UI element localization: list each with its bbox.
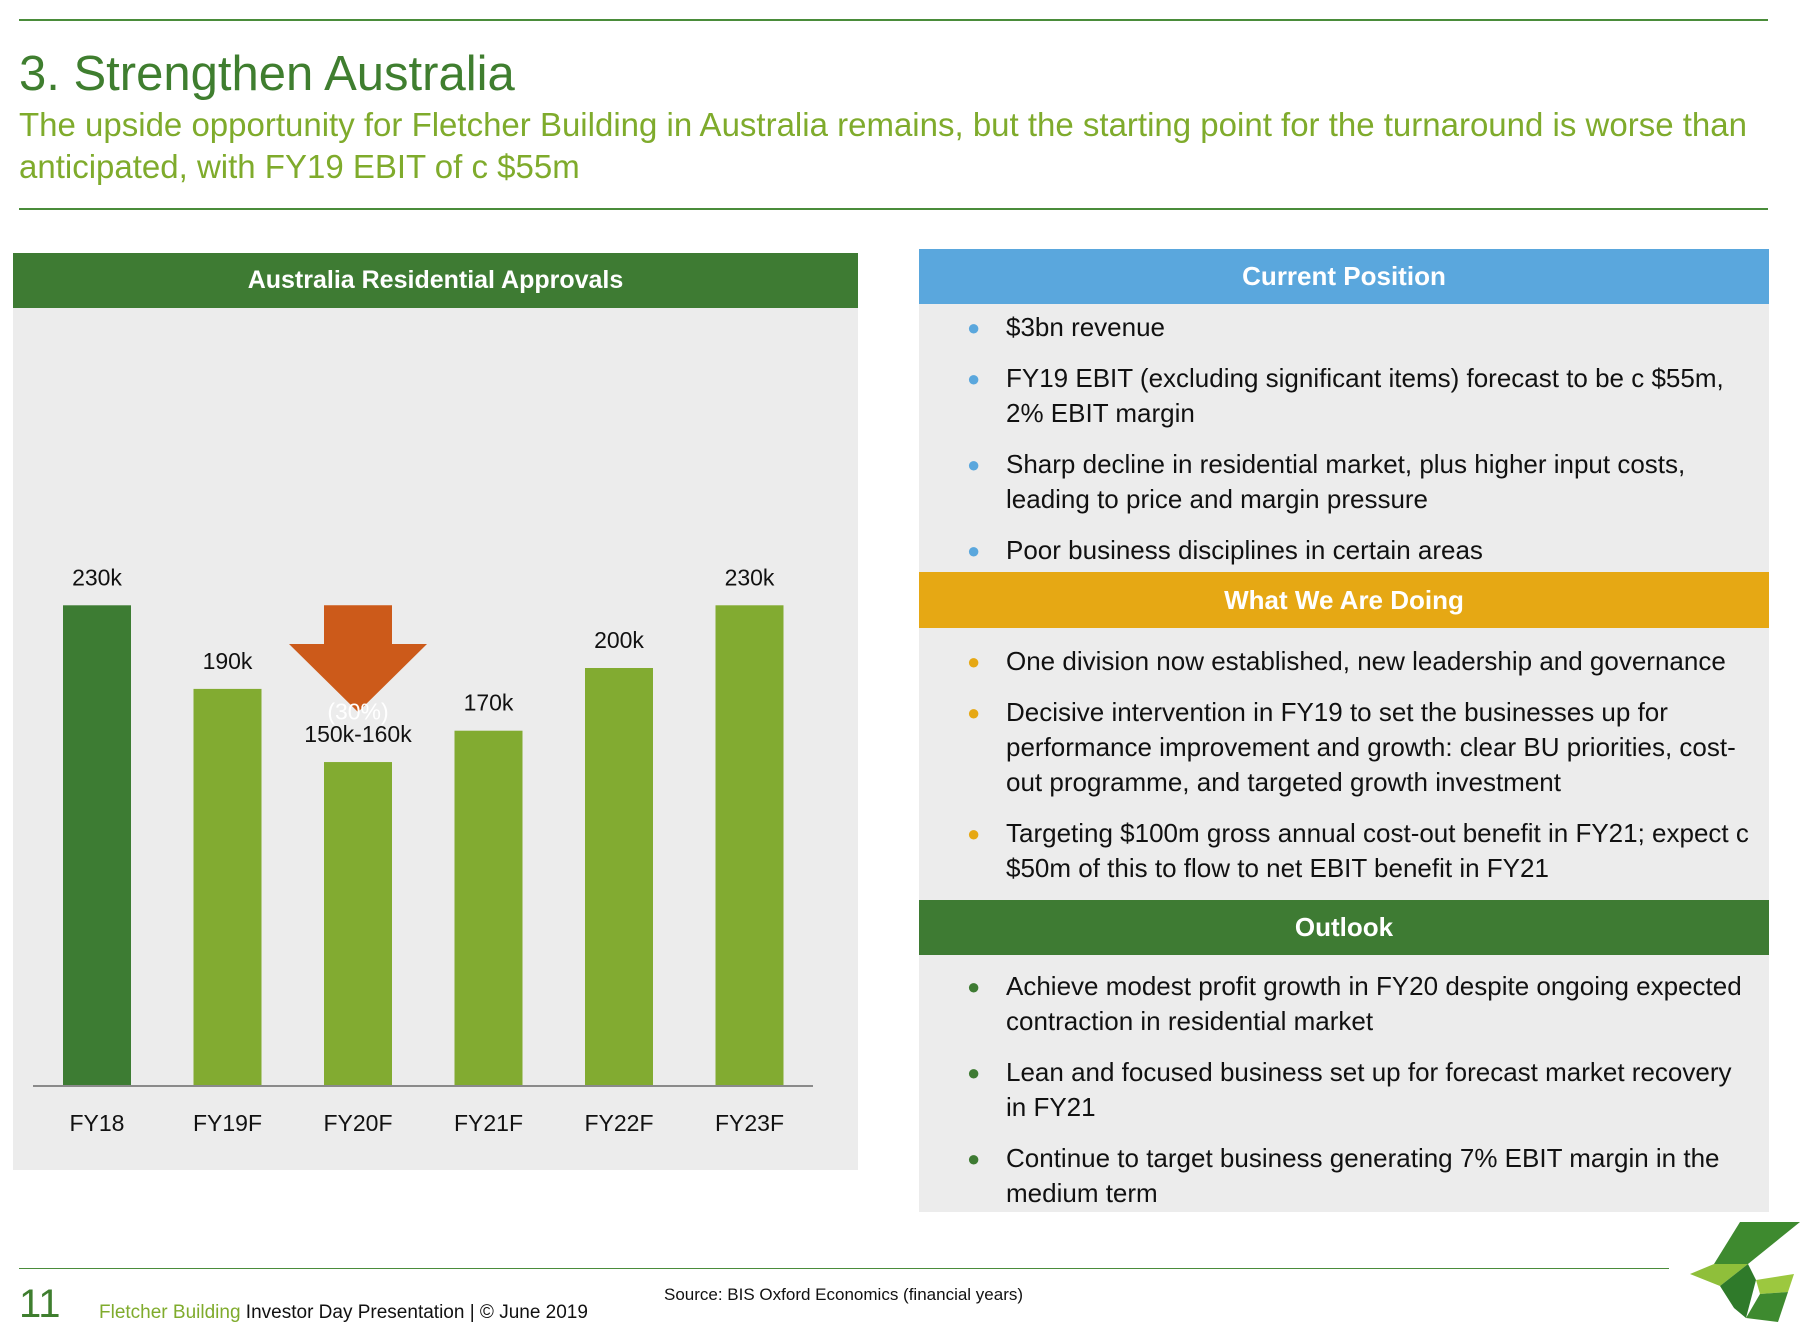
- category-label-fy19f: FY19F: [193, 1110, 262, 1136]
- bar-fy21f: [454, 730, 523, 1086]
- list-item: ● FY19 EBIT (excluding significant items)…: [967, 363, 1724, 428]
- data-label-fy19f: 190k: [203, 648, 253, 674]
- footer-presentation: Investor Day Presentation | © June 2019: [240, 1302, 588, 1323]
- data-label-fy20f: 150k-160k: [304, 721, 412, 747]
- current-position-body: ● $3bn revenue ● FY19 EBIT (excluding sign…: [919, 304, 1769, 572]
- current-position-header: Current Position: [919, 249, 1769, 304]
- page-title: 3. Strengthen Australia: [19, 47, 515, 101]
- decline-arrow-icon: [289, 605, 427, 713]
- category-label-fy20f: FY20F: [323, 1110, 392, 1136]
- page-subtitle: The upside opportunity for Fletcher Buil…: [19, 106, 1747, 185]
- list-item: ● Continue to target business generating …: [967, 1143, 1720, 1208]
- bullet-icon: ●: [967, 452, 981, 477]
- chart-panel: Australia Residential Approvals 230k FY18…: [13, 253, 858, 1170]
- decline-annotation-label: (30%): [327, 698, 388, 724]
- footer-text: Fletcher Building Investor Day Presentat…: [99, 1301, 588, 1325]
- list-item: ● Decisive intervention in FY19 to set th…: [967, 697, 1736, 797]
- bar-chart: 230k FY18 190k FY19F 150k-160k FY20F 170k FY21F…: [33, 564, 813, 1136]
- list-item: ● Achieve modest profit growth in FY20 de…: [967, 971, 1742, 1036]
- data-label-fy18: 230k: [72, 564, 122, 590]
- list-item: ● $3bn revenue: [919, 310, 1769, 345]
- data-label-fy23f: 230k: [725, 564, 775, 590]
- bullet-icon: ●: [967, 974, 981, 999]
- what-we-are-doing-list: ● One division now established, new leade…: [919, 644, 1769, 886]
- footer-rule: [19, 1268, 1669, 1269]
- bullet-icon: ●: [967, 366, 981, 391]
- bullet-icon: ●: [967, 700, 981, 725]
- bar-fy20f: [324, 762, 392, 1086]
- bullet-icon: ●: [967, 315, 981, 340]
- bullet-icon: ●: [967, 649, 981, 674]
- bar-fy19f: [193, 688, 262, 1086]
- category-label-fy22f: FY22F: [584, 1110, 653, 1136]
- what-we-are-doing-body: ● One division now established, new leade…: [919, 628, 1769, 900]
- outlook-list: ● Achieve modest profit growth in FY20 de…: [919, 969, 1769, 1211]
- bullet-icon: ●: [967, 1060, 981, 1085]
- bullet-icon: ●: [967, 1146, 981, 1171]
- source-note: Source: BIS Oxford Economics (financial …: [664, 1285, 1024, 1304]
- list-item: ● Lean and focused business set up for fo…: [967, 1057, 1732, 1122]
- category-label-fy23f: FY23F: [715, 1110, 784, 1136]
- list-item: ● Poor business disciplines in certain ar…: [919, 533, 1769, 568]
- bar-fy23f: [715, 605, 784, 1086]
- data-label-fy22f: 200k: [594, 627, 644, 653]
- data-label-fy21f: 170k: [464, 690, 514, 716]
- current-position-list: ● $3bn revenue ● FY19 EBIT (excluding sign…: [919, 310, 1769, 568]
- category-label-fy18: FY18: [70, 1110, 125, 1136]
- bar-fy18: [63, 605, 131, 1086]
- top-rule: [19, 19, 1768, 21]
- list-item: ● Sharp decline in residential market, pl…: [967, 449, 1686, 514]
- category-label-fy21f: FY21F: [454, 1110, 523, 1136]
- outlook-body: ● Achieve modest profit growth in FY20 de…: [919, 955, 1769, 1212]
- header-rule: [19, 208, 1768, 210]
- bullet-icon: ●: [967, 821, 981, 846]
- company-logo-icon: [1690, 1222, 1800, 1322]
- bar-fy22f: [585, 668, 653, 1086]
- page-number: 11: [19, 1282, 61, 1326]
- chart-title: Australia Residential Approvals: [13, 253, 858, 308]
- bullet-icon: ●: [967, 538, 981, 563]
- list-item: ● One division now established, new leade…: [919, 644, 1769, 679]
- outlook-header: Outlook: [919, 900, 1769, 955]
- list-item: ● Targeting $100m gross annual cost-out b…: [967, 818, 1749, 883]
- footer-brand: Fletcher Building: [99, 1302, 241, 1323]
- what-we-are-doing-header: What We Are Doing: [919, 572, 1769, 628]
